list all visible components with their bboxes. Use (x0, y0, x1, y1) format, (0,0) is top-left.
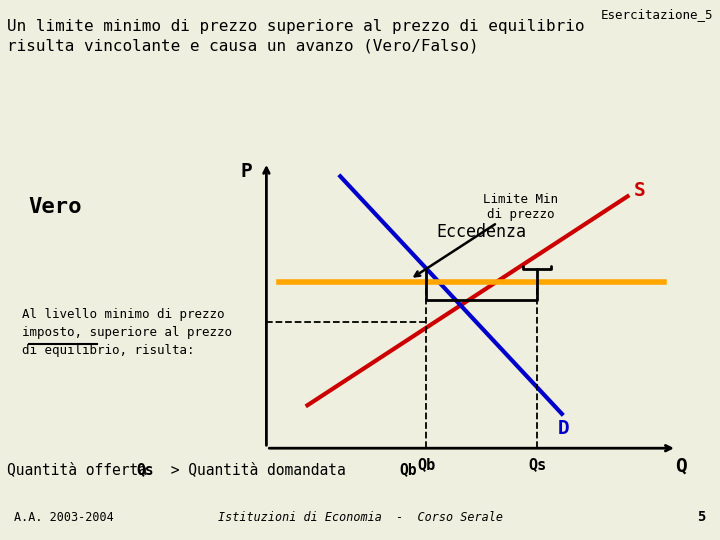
Text: > Quantità domandata: > Quantità domandata (162, 462, 354, 477)
Text: Limite Min
di prezzo: Limite Min di prezzo (415, 193, 558, 276)
Text: P: P (240, 162, 252, 181)
Text: Vero: Vero (29, 197, 82, 217)
Text: Q: Q (675, 457, 687, 476)
Text: D: D (558, 419, 570, 438)
Text: 5: 5 (697, 510, 706, 524)
Text: Istituzioni di Economia  -  Corso Serale: Istituzioni di Economia - Corso Serale (217, 511, 503, 524)
Text: Quantità offerta: Quantità offerta (7, 462, 156, 477)
Text: A.A. 2003-2004: A.A. 2003-2004 (14, 511, 114, 524)
Text: Esercitazione_5: Esercitazione_5 (600, 8, 713, 21)
Text: S: S (634, 181, 645, 200)
Text: Al livello minimo di prezzo
imposto, superiore al prezzo
di equilibrio, risulta:: Al livello minimo di prezzo imposto, sup… (22, 308, 232, 357)
Text: Un limite minimo di prezzo superiore al prezzo di equilibrio
risulta vincolante : Un limite minimo di prezzo superiore al … (7, 19, 585, 53)
Text: Qb: Qb (418, 457, 436, 472)
Text: Qs: Qs (528, 457, 546, 472)
Text: Qb: Qb (400, 462, 417, 477)
Text: Qs: Qs (137, 462, 154, 477)
Text: Eccedenza: Eccedenza (437, 222, 527, 241)
